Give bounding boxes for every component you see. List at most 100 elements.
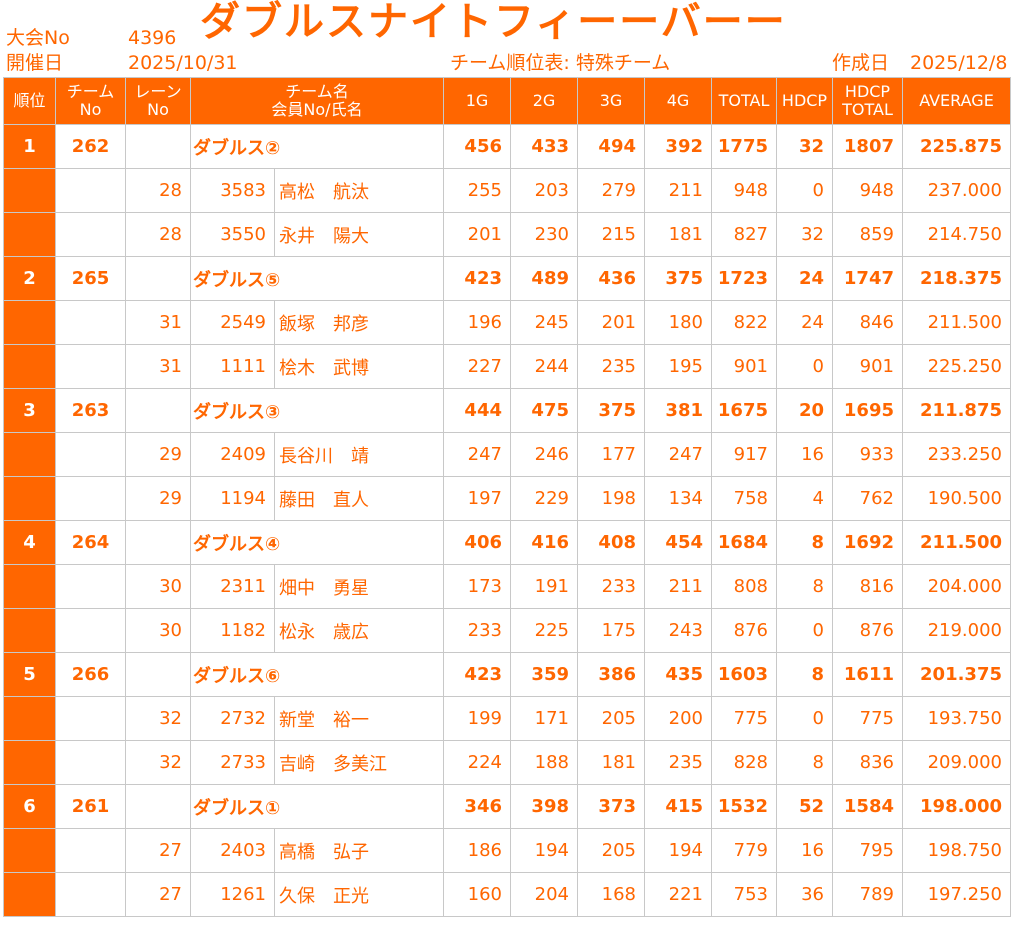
average-cell: 198.750 xyxy=(902,828,1011,873)
lane-cell: 27 xyxy=(125,872,191,917)
hdcp-total-cell: 876 xyxy=(832,608,903,653)
g2-cell: 416 xyxy=(510,520,578,565)
g1-cell: 227 xyxy=(443,344,511,389)
member-name-cell: 藤田 直人 xyxy=(274,476,444,521)
average-cell: 197.250 xyxy=(902,872,1011,917)
average-cell: 193.750 xyxy=(902,696,1011,741)
rank-cell xyxy=(3,872,56,917)
average-cell: 233.250 xyxy=(902,432,1011,477)
rank-cell: 4 xyxy=(3,520,56,565)
created-date: 2025/12/8 xyxy=(910,52,1008,74)
member-no-cell: 2409 xyxy=(190,432,275,477)
created-label: 作成日 xyxy=(832,52,890,74)
col-lane: レーン No xyxy=(125,77,191,125)
g4-cell: 134 xyxy=(644,476,712,521)
total-cell: 917 xyxy=(711,432,777,477)
g3-cell: 205 xyxy=(577,828,645,873)
hdcp-cell: 32 xyxy=(776,212,833,257)
rank-cell: 2 xyxy=(3,256,56,301)
total-cell: 876 xyxy=(711,608,777,653)
total-cell: 1723 xyxy=(711,256,777,301)
col-g1: 1G xyxy=(443,77,511,125)
hdcp-total-cell: 901 xyxy=(832,344,903,389)
table-title: チーム順位表: 特殊チーム xyxy=(450,52,671,74)
team-no-cell: 262 xyxy=(55,124,126,169)
g2-cell: 225 xyxy=(510,608,578,653)
page-title: ダブルスナイトフィーーバーー xyxy=(200,0,787,45)
col-g4: 4G xyxy=(644,77,712,125)
lane-cell xyxy=(125,652,191,697)
g1-cell: 186 xyxy=(443,828,511,873)
team-no-cell: 261 xyxy=(55,784,126,829)
member-name-cell: 高松 航汰 xyxy=(274,168,444,213)
col-hdcp: HDCP xyxy=(776,77,833,125)
team-no-cell xyxy=(55,696,126,741)
g2-cell: 245 xyxy=(510,300,578,345)
rank-cell xyxy=(3,300,56,345)
team-ranking-table: 順位 チーム No レーン No チーム名 会員No/氏名 1G 2G 3G 4G T… xyxy=(3,77,1011,917)
team-no-cell xyxy=(55,432,126,477)
member-name-cell: 永井 陽大 xyxy=(274,212,444,257)
team-name-cell: ダブルス⑥ xyxy=(190,652,444,697)
member-name-cell: 松永 歳広 xyxy=(274,608,444,653)
member-name-cell: 長谷川 靖 xyxy=(274,432,444,477)
lane-cell xyxy=(125,124,191,169)
total-cell: 901 xyxy=(711,344,777,389)
average-cell: 198.000 xyxy=(902,784,1011,829)
member-no-cell: 1182 xyxy=(190,608,275,653)
total-cell: 1603 xyxy=(711,652,777,697)
total-cell: 753 xyxy=(711,872,777,917)
total-cell: 758 xyxy=(711,476,777,521)
g3-cell: 279 xyxy=(577,168,645,213)
g4-cell: 375 xyxy=(644,256,712,301)
hdcp-total-cell: 836 xyxy=(832,740,903,785)
rank-cell xyxy=(3,432,56,477)
g3-cell: 201 xyxy=(577,300,645,345)
member-row: 30 2311 畑中 勇星 173 191 233 211 808 8 816 204.000 xyxy=(3,564,1011,609)
member-name-cell: 新堂 裕一 xyxy=(274,696,444,741)
average-cell: 225.250 xyxy=(902,344,1011,389)
g4-cell: 181 xyxy=(644,212,712,257)
g4-cell: 435 xyxy=(644,652,712,697)
g2-cell: 194 xyxy=(510,828,578,873)
hdcp-total-cell: 1584 xyxy=(832,784,903,829)
g1-cell: 247 xyxy=(443,432,511,477)
g1-cell: 199 xyxy=(443,696,511,741)
hdcp-total-cell: 846 xyxy=(832,300,903,345)
rank-cell xyxy=(3,168,56,213)
col-team-no: チーム No xyxy=(55,77,126,125)
hdcp-cell: 8 xyxy=(776,652,833,697)
g3-cell: 373 xyxy=(577,784,645,829)
hdcp-cell: 0 xyxy=(776,608,833,653)
team-row: 4 264 ダブルス④ 406 416 408 454 1684 8 1692 211.500 xyxy=(3,520,1011,565)
hdcp-total-cell: 816 xyxy=(832,564,903,609)
g4-cell: 221 xyxy=(644,872,712,917)
g1-cell: 160 xyxy=(443,872,511,917)
g2-cell: 433 xyxy=(510,124,578,169)
hdcp-total-cell: 1692 xyxy=(832,520,903,565)
team-no-cell xyxy=(55,564,126,609)
g2-cell: 171 xyxy=(510,696,578,741)
lane-cell: 30 xyxy=(125,608,191,653)
average-cell: 225.875 xyxy=(902,124,1011,169)
lane-cell: 28 xyxy=(125,168,191,213)
member-name-cell: 飯塚 邦彦 xyxy=(274,300,444,345)
g2-cell: 188 xyxy=(510,740,578,785)
col-rank: 順位 xyxy=(3,77,56,125)
g2-cell: 398 xyxy=(510,784,578,829)
col-g3: 3G xyxy=(577,77,645,125)
g4-cell: 195 xyxy=(644,344,712,389)
team-no-cell xyxy=(55,608,126,653)
average-cell: 201.375 xyxy=(902,652,1011,697)
g1-cell: 233 xyxy=(443,608,511,653)
hdcp-total-cell: 1747 xyxy=(832,256,903,301)
member-no-cell: 2549 xyxy=(190,300,275,345)
g2-cell: 489 xyxy=(510,256,578,301)
g4-cell: 381 xyxy=(644,388,712,433)
g3-cell: 386 xyxy=(577,652,645,697)
hdcp-cell: 16 xyxy=(776,432,833,477)
col-total: TOTAL xyxy=(711,77,777,125)
g2-cell: 475 xyxy=(510,388,578,433)
g3-cell: 436 xyxy=(577,256,645,301)
g1-cell: 255 xyxy=(443,168,511,213)
